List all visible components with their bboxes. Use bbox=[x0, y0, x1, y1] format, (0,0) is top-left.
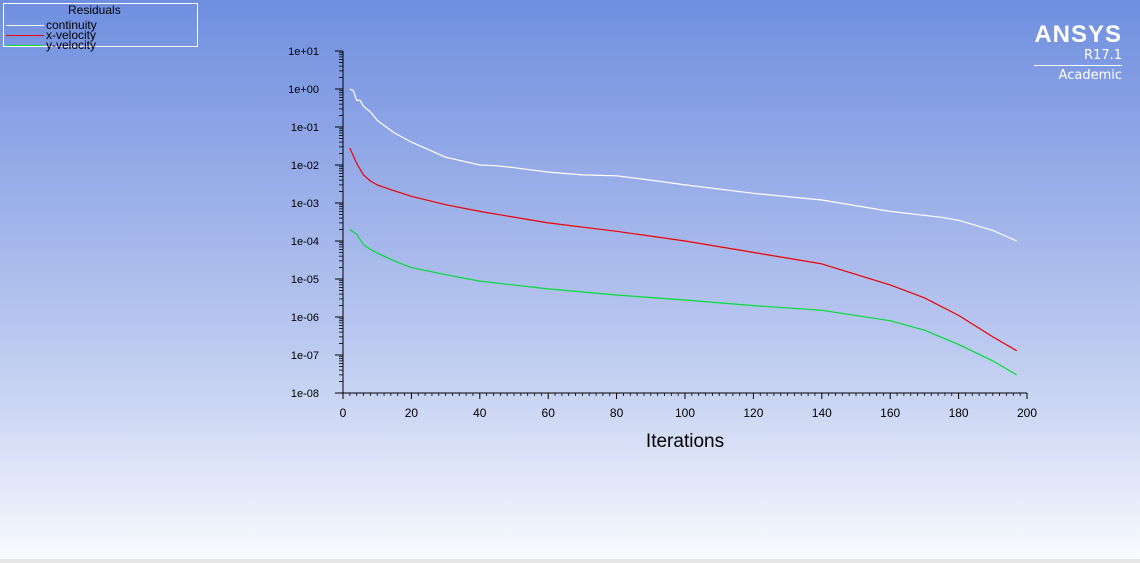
x-tick-label-100: 100 bbox=[675, 406, 695, 420]
x-tick-label-140: 140 bbox=[812, 406, 832, 420]
brand-edition: Academic bbox=[1058, 68, 1122, 83]
legend-item-x-velocity: x-velocity bbox=[6, 28, 196, 42]
legend-label-x-velocity: x-velocity bbox=[46, 28, 97, 42]
legend-title: Residuals bbox=[68, 3, 121, 17]
y-tick-label-1e-06: 1e-06 bbox=[291, 312, 319, 324]
brand-name: ANSYS bbox=[1034, 21, 1122, 48]
y-tick-label-1e-01: 1e-01 bbox=[291, 122, 319, 134]
x-tick-label-60: 60 bbox=[542, 406, 556, 420]
ansys-logo: ANSYS R17.1 Academic bbox=[1034, 22, 1122, 83]
brand-version: R17.1 bbox=[1084, 48, 1122, 63]
x-tick-label-40: 40 bbox=[473, 406, 487, 420]
x-tick-label-120: 120 bbox=[743, 406, 763, 420]
y-tick-label-1e-07: 1e-07 bbox=[291, 350, 319, 362]
legend-item-y-velocity: y-velocity bbox=[6, 38, 196, 52]
legend-swatch-y-velocity bbox=[6, 45, 44, 46]
legend: Residuals continuity x-velocity y-veloci… bbox=[3, 3, 198, 52]
x-axis-label: Iterations bbox=[646, 431, 724, 452]
legend-item-continuity: continuity bbox=[6, 18, 196, 32]
x-tick-label-0: 0 bbox=[340, 406, 347, 420]
series-line-x-velocity bbox=[349, 147, 1018, 352]
x-tick-label-20: 20 bbox=[405, 406, 419, 420]
legend-label-continuity: continuity bbox=[46, 18, 97, 32]
y-tick-label-1e-02: 1e-02 bbox=[291, 160, 319, 172]
y-tick-label-1e-04: 1e-04 bbox=[291, 236, 319, 248]
y-tick-label-1e+00: 1e+00 bbox=[288, 84, 319, 96]
legend-label-y-velocity: y-velocity bbox=[46, 38, 97, 52]
y-tick-label-1e-03: 1e-03 bbox=[291, 198, 319, 210]
series-line-continuity bbox=[349, 88, 1017, 242]
x-tick-label-180: 180 bbox=[949, 406, 969, 420]
y-tick-label-1e+01: 1e+01 bbox=[288, 46, 319, 58]
x-tick-label-160: 160 bbox=[880, 406, 900, 420]
legend-swatch-x-velocity bbox=[6, 35, 44, 36]
y-tick-label-1e-05: 1e-05 bbox=[291, 274, 319, 286]
bottom-border bbox=[0, 559, 1140, 563]
x-tick-label-200: 200 bbox=[1017, 406, 1037, 420]
x-tick-label-80: 80 bbox=[610, 406, 624, 420]
y-tick-label-1e-08: 1e-08 bbox=[291, 388, 319, 400]
series-line-y-velocity bbox=[349, 229, 1018, 376]
legend-swatch-continuity bbox=[6, 25, 44, 26]
brand-divider bbox=[1034, 65, 1122, 66]
